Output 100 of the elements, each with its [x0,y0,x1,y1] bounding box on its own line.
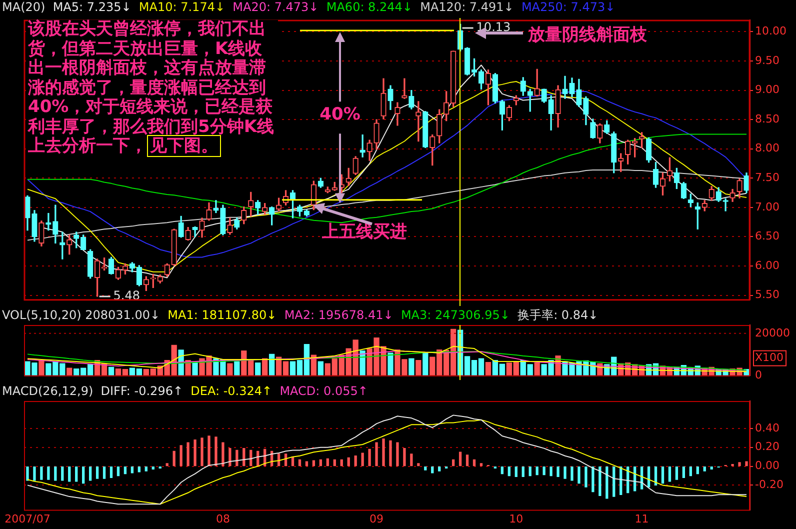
bar [410,454,413,466]
y-tick-label: -0.20 [755,478,784,492]
bar [422,352,428,376]
bar [738,462,741,466]
bar [514,466,518,478]
bar [389,440,392,466]
bar [556,466,560,478]
bar [96,466,99,479]
bar [318,361,324,376]
bar [438,466,441,472]
bar [417,463,420,466]
bar [180,445,182,466]
bar [326,458,329,466]
text: MA5: 7.235↓ [52,0,132,14]
bar [88,466,92,481]
bar [234,361,240,376]
bar [710,466,713,470]
candlestick [213,200,219,214]
bar [542,466,546,476]
bar [214,436,218,466]
bar [368,448,371,466]
bar [570,466,574,481]
bar [682,466,686,478]
y-tick-label: 0.40 [755,421,780,434]
bar [319,459,322,466]
bar [66,368,72,376]
text: DIFF: -0.296↑ [100,384,184,398]
text: X100 [755,351,784,364]
text: VOL(5,10,20) 208031.00↓ [2,308,160,322]
bar [534,362,540,376]
bar [500,466,504,474]
bar [166,463,168,466]
bar [144,466,148,472]
bar [745,461,748,466]
y-tick-label: 0 [755,368,762,382]
bar [424,466,427,470]
candlestick [722,198,728,212]
bar [592,466,594,492]
bar [333,459,336,466]
bar [305,461,308,466]
annotation: 5.48 [113,288,140,303]
bar [606,466,608,499]
bar [47,466,50,480]
bar [102,466,106,479]
bar [110,466,113,478]
text: MA120: 7.491↓ [420,0,514,14]
bar [485,362,492,376]
bar [255,362,261,376]
x-tick-label: 2007/07 [4,512,50,526]
bar [54,466,57,481]
x-tick-label: 10 [509,512,524,526]
bar [598,466,602,496]
text: MACD: 0.055↑ [280,384,368,398]
text: MACD(26,12,9) [2,384,94,398]
y-tick-label: 8.00 [755,142,780,155]
text: MA(20) [2,0,46,14]
bar [458,452,462,466]
bar [675,466,678,480]
bar [431,466,434,474]
y-tick-label: 20000 [755,326,790,340]
bar [354,456,357,466]
y-tick-label: 7.00 [755,200,780,214]
bar [466,454,469,466]
bar [403,448,406,466]
bar [689,466,692,476]
y-tick-label: 9.50 [755,54,780,67]
bar [33,466,36,481]
bar [703,466,706,472]
bar [508,466,510,476]
text: MA20: 7.473↓ [232,0,319,14]
bar [550,466,552,476]
bar [194,439,196,466]
bar [82,466,85,484]
text: MA10: 7.174↓ [138,0,226,14]
y-tick-label: 7.50 [755,171,780,184]
bar [208,436,210,466]
bar [298,459,302,466]
bar [108,366,114,376]
bar [152,466,154,470]
bar [564,466,566,479]
bar [124,466,127,474]
bar [61,466,64,481]
text: MA250: 7.473↓ [521,0,616,14]
candlestick [360,134,366,158]
bar [396,442,399,466]
y-tick-label: 6.00 [755,258,780,272]
bar [347,457,350,466]
bar [26,466,29,481]
candlestick [562,76,568,99]
bar [340,459,343,466]
bar [416,360,422,376]
text: MA3: 247306.95↓ [400,308,510,322]
x-tick-label: 09 [370,512,384,526]
bar [388,352,394,376]
y-tick-label: 10.00 [755,24,786,38]
bar [452,459,455,466]
bar [360,350,366,376]
bar [612,466,616,497]
text: MA60: 8.244↓ [326,0,412,14]
bar [382,438,385,466]
